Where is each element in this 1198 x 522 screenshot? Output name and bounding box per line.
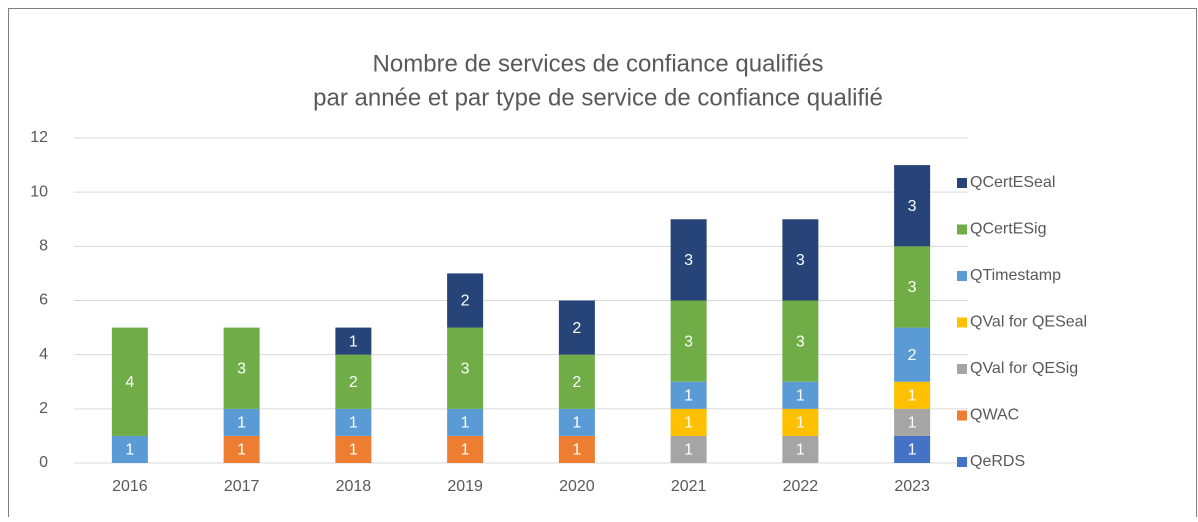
data-label: 1 xyxy=(237,415,246,432)
bar-segment xyxy=(894,165,931,247)
legend-label: QTimestamp xyxy=(970,267,1061,284)
chart-title: par année et par type de service de conf… xyxy=(313,84,883,111)
legend-swatch xyxy=(957,271,967,281)
data-label: 1 xyxy=(796,415,805,432)
bar-segment xyxy=(335,327,372,355)
legend-label: QVal for QESig xyxy=(970,360,1078,377)
legend-label: QVal for QESeal xyxy=(970,314,1087,331)
bar-segment xyxy=(670,408,707,436)
bar-segment xyxy=(894,327,931,382)
bar-segment xyxy=(782,219,819,301)
data-label: 1 xyxy=(796,388,805,405)
data-label: 3 xyxy=(908,198,917,215)
bar-segment xyxy=(223,327,260,409)
chart-border xyxy=(8,8,1197,522)
legend-label: QCertESig xyxy=(970,221,1046,238)
legend-label: QeRDS xyxy=(970,453,1025,470)
data-label: 1 xyxy=(461,415,470,432)
y-tick-label: 4 xyxy=(39,346,48,363)
data-label: 1 xyxy=(684,415,693,432)
bar-segment xyxy=(558,408,595,436)
data-label: 2 xyxy=(908,347,917,364)
legend-swatch xyxy=(957,224,967,235)
bar-segment xyxy=(894,381,931,409)
data-label: 3 xyxy=(684,333,693,350)
y-tick-label: 0 xyxy=(39,454,48,471)
data-label: 1 xyxy=(349,333,358,350)
legend-swatch xyxy=(957,178,967,188)
legend-swatch xyxy=(957,457,967,467)
bar-segment xyxy=(447,435,484,463)
data-label: 2 xyxy=(349,374,358,391)
x-tick-label: 2017 xyxy=(224,478,260,495)
data-label: 1 xyxy=(572,442,581,459)
bar-segment xyxy=(782,300,819,382)
data-label: 4 xyxy=(125,374,134,391)
x-tick-label: 2023 xyxy=(894,478,930,495)
bar-segment xyxy=(223,435,260,463)
x-tick-label: 2021 xyxy=(671,478,707,495)
data-label: 3 xyxy=(461,360,470,377)
bar-segment xyxy=(335,435,372,463)
y-tick-label: 12 xyxy=(30,129,48,146)
x-tick-label: 2022 xyxy=(783,478,819,495)
data-label: 3 xyxy=(908,279,917,296)
bar-segment xyxy=(223,408,260,436)
legend-swatch xyxy=(957,317,967,328)
bar-segment xyxy=(670,300,707,382)
bar-segment xyxy=(447,327,484,409)
bar-segment xyxy=(335,354,372,409)
bar-segment xyxy=(894,408,931,436)
x-tick-label: 2019 xyxy=(447,478,483,495)
data-label: 1 xyxy=(349,415,358,432)
data-label: 1 xyxy=(461,442,470,459)
data-label: 3 xyxy=(796,252,805,269)
data-label: 1 xyxy=(908,415,917,432)
bar-segment xyxy=(782,408,819,436)
bar-segment xyxy=(447,408,484,436)
bar-segment xyxy=(447,273,484,328)
legend-swatch xyxy=(957,410,967,421)
y-tick-label: 2 xyxy=(39,400,48,417)
data-label: 3 xyxy=(684,252,693,269)
bar-segment xyxy=(894,246,931,328)
data-label: 3 xyxy=(796,333,805,350)
data-label: 1 xyxy=(908,442,917,459)
bar-segment xyxy=(670,381,707,409)
legend-swatch xyxy=(957,364,967,374)
data-label: 2 xyxy=(572,320,581,337)
chart-title: Nombre de services de confiance qualifié… xyxy=(373,50,824,77)
bar-segment xyxy=(111,327,148,436)
data-label: 2 xyxy=(461,293,470,310)
x-tick-label: 2020 xyxy=(559,478,595,495)
bar-segment xyxy=(670,435,707,463)
legend-label: QWAC xyxy=(970,407,1019,424)
y-tick-label: 8 xyxy=(39,238,48,255)
data-label: 1 xyxy=(796,442,805,459)
data-label: 3 xyxy=(237,360,246,377)
bar-segment xyxy=(894,435,931,463)
legend-label: QCertESeal xyxy=(970,174,1055,191)
data-label: 1 xyxy=(684,442,693,459)
bar-segment xyxy=(782,381,819,409)
x-tick-label: 2018 xyxy=(336,478,372,495)
bar-segment xyxy=(558,354,595,409)
y-tick-label: 6 xyxy=(39,292,48,309)
bar-segment xyxy=(782,435,819,463)
data-label: 1 xyxy=(349,442,358,459)
y-tick-label: 10 xyxy=(30,183,48,200)
bar-segment xyxy=(558,300,595,355)
bar-segment xyxy=(670,219,707,301)
bar-segment xyxy=(335,408,372,436)
data-label: 1 xyxy=(125,442,134,459)
data-label: 2 xyxy=(572,374,581,391)
x-tick-label: 2016 xyxy=(112,478,148,495)
data-label: 1 xyxy=(684,388,693,405)
bar-segment xyxy=(111,435,148,463)
bar-segment xyxy=(558,435,595,463)
data-label: 1 xyxy=(237,442,246,459)
data-label: 1 xyxy=(908,388,917,405)
data-label: 1 xyxy=(572,415,581,432)
